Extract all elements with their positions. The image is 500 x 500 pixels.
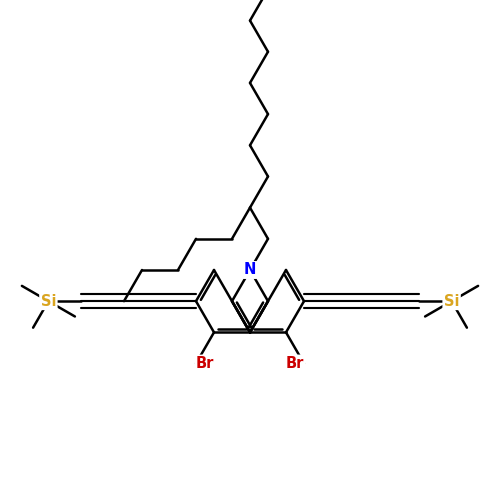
Text: Br: Br (196, 356, 214, 371)
Text: Si: Si (444, 294, 460, 308)
Text: Si: Si (40, 294, 56, 308)
Text: N: N (244, 262, 256, 278)
Text: Br: Br (286, 356, 304, 371)
